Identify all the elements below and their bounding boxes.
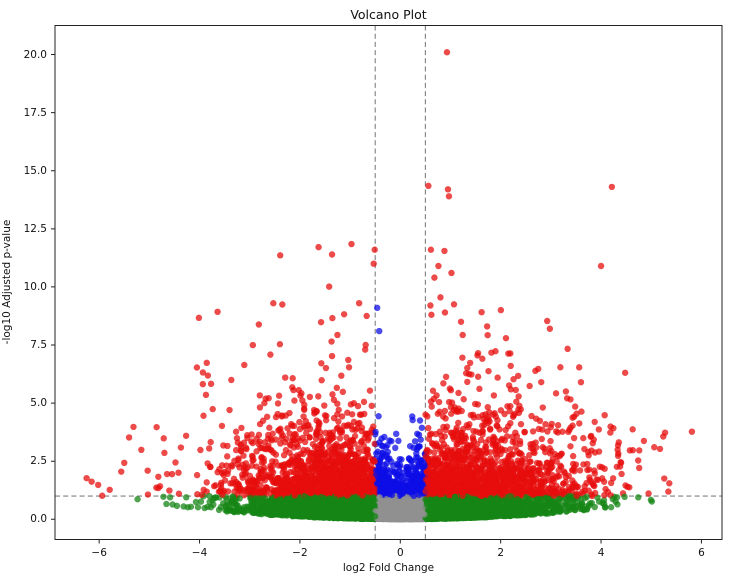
y-tick-label: 17.5 <box>23 106 47 119</box>
y-tick-label: 2.5 <box>30 455 47 468</box>
x-tick-label: 2 <box>497 546 504 559</box>
x-tick-label: −2 <box>292 546 308 559</box>
y-tick-label: 5.0 <box>30 397 47 410</box>
x-tick-label: −6 <box>91 546 107 559</box>
x-tick-label: 0 <box>396 546 404 559</box>
y-tick-label: 20.0 <box>23 48 47 61</box>
x-axis-label: log2 Fold Change <box>342 562 435 574</box>
x-tick-label: −4 <box>191 546 208 559</box>
x-tick-label: 4 <box>597 546 605 559</box>
y-tick-label: 15.0 <box>23 164 47 177</box>
y-tick-label: 10.0 <box>23 280 47 293</box>
y-tick-label: 12.5 <box>23 222 47 235</box>
y-axis-label: -log10 Adjusted p-value <box>1 219 13 345</box>
y-tick-label: 0.0 <box>30 513 47 526</box>
y-tick-label: 7.5 <box>30 339 47 351</box>
chart-title: Volcano Plot <box>350 7 427 22</box>
x-tick-label: 6 <box>698 546 705 559</box>
